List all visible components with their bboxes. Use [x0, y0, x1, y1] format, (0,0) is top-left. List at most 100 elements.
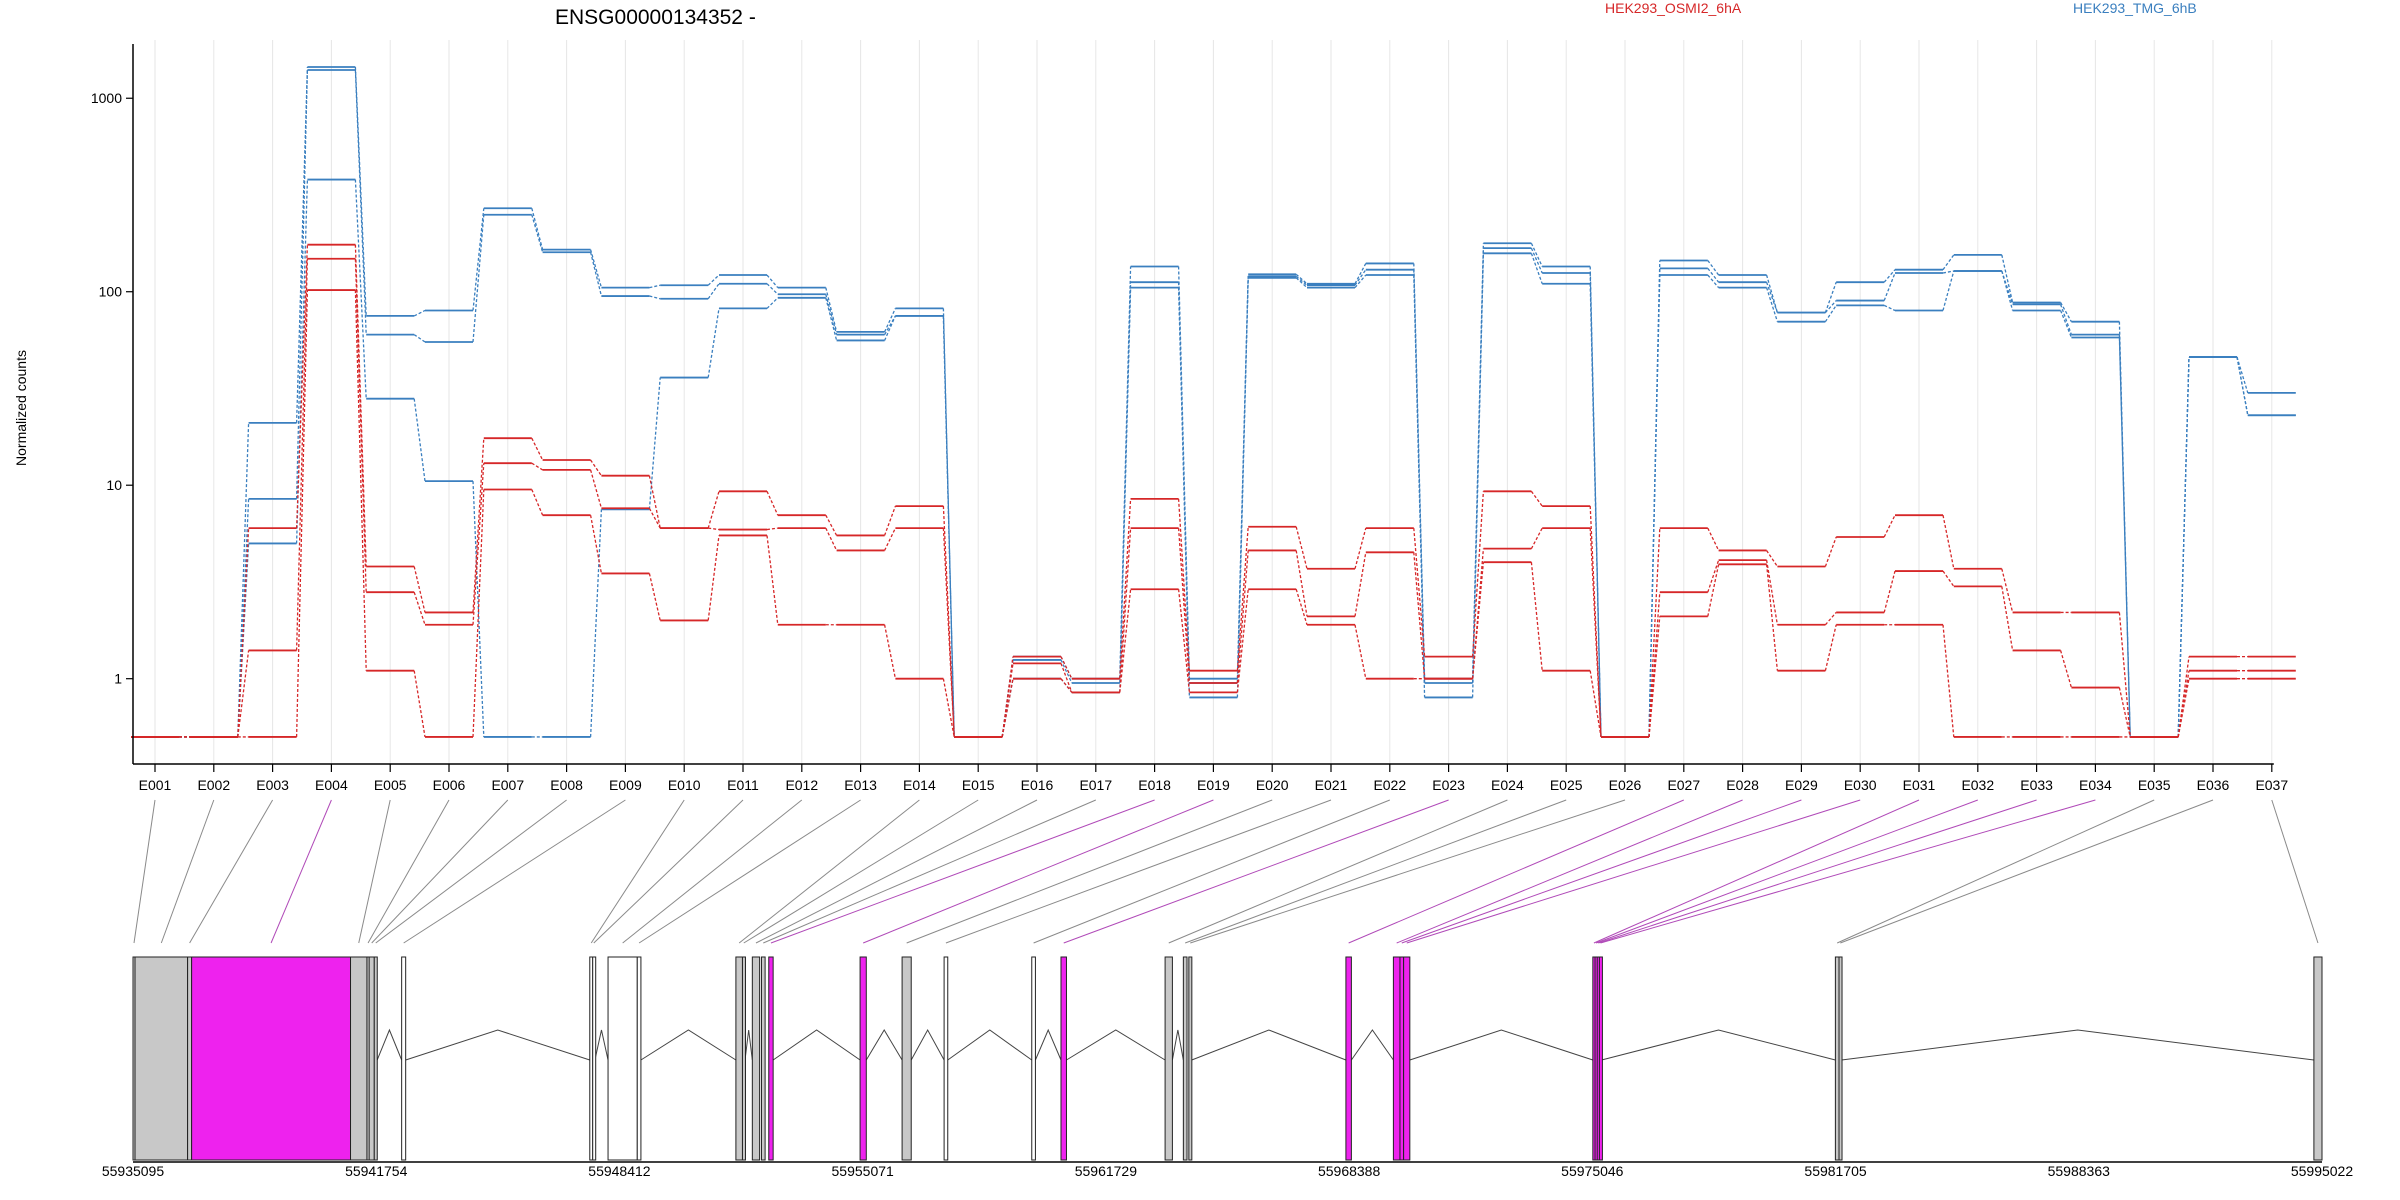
axes: 1 10 100 1000 E001 E002 E003 E004 E005 E006 E007 E0…: [91, 44, 2288, 793]
series-0-link-e030: [1883, 269, 1896, 283]
series-2-link-e017: [1119, 287, 1132, 693]
series-5-link-e024: [1530, 562, 1543, 671]
intron-e019: [865, 1029, 903, 1061]
connector-e003: [189, 799, 274, 944]
exon-box-e014: [735, 956, 743, 1161]
series-5-link-e026: [1648, 616, 1661, 737]
exon-box-e007: [368, 956, 375, 1161]
series-5-link-e027: [1707, 564, 1720, 617]
series-1-link-e028: [1765, 281, 1779, 313]
connector-e008: [375, 799, 567, 944]
series-3-link-e008: [590, 459, 602, 477]
series-4-link-e020: [1295, 550, 1308, 617]
series-3-link-e013: [883, 505, 897, 536]
connector-e027: [1348, 799, 1684, 944]
series-0-link-e004: [354, 66, 367, 316]
series-3-link-e027: [1707, 527, 1720, 551]
series-1-link-e008: [589, 252, 603, 297]
x-tick-label-e001: E001: [139, 777, 172, 793]
series-1-link-e016: [1060, 659, 1073, 684]
series-4-link-e006: [472, 463, 485, 625]
series-4-link-e030: [1883, 570, 1896, 613]
connector-e017: [763, 799, 1096, 944]
exon-connector-lines: [133, 799, 2319, 944]
legend-entry-osmi2: HEK293_OSMI2_6hA: [1605, 0, 1742, 16]
series-2-link-e021: [1354, 274, 1367, 289]
series-3-link-e011: [766, 491, 779, 516]
series-0-link-e036: [2236, 356, 2249, 394]
series-0-link-e011: [766, 274, 779, 289]
connector-e034: [1600, 799, 2096, 944]
series-2-link-e030: [1883, 304, 1896, 312]
series-layer: [131, 66, 2296, 738]
series-0-link-e032: [2001, 254, 2014, 303]
series-5-link-e009: [648, 573, 661, 621]
series-3-link-e032: [2001, 568, 2014, 613]
series-5-link-e029: [1824, 624, 1837, 671]
connector-e013: [638, 799, 861, 944]
genomic-tick-label-4: 55961729: [1075, 1163, 1138, 1179]
exon-box-e021: [943, 956, 949, 1161]
series-4-link-e007: [531, 462, 543, 471]
series-5-link-e025: [1589, 670, 1602, 738]
chart-title: ENSG00000134352 -: [555, 6, 756, 29]
series-3-link-e010: [707, 491, 720, 529]
series-5-link-e017: [1119, 589, 1132, 693]
connector-e007: [371, 799, 509, 944]
series-3-link-e005: [413, 566, 426, 613]
exon-box-e028: [1392, 956, 1401, 1161]
series-5-link-e035: [2177, 678, 2190, 738]
series-5-link-e016: [1060, 678, 1073, 693]
x-tick-label-e024: E024: [1491, 777, 1524, 793]
x-tick-label-e030: E030: [1844, 777, 1877, 793]
genomic-tick-label-5: 55968388: [1318, 1163, 1381, 1179]
series-0-link-e012: [825, 287, 838, 333]
series-1-link-e031: [1942, 270, 1954, 274]
series-1-link-e027: [1707, 267, 1720, 283]
series-1-link-e011: [766, 283, 779, 295]
exon-box-e023: [1060, 956, 1067, 1161]
connector-e012: [622, 799, 803, 944]
x-tick-label-e026: E026: [1609, 777, 1642, 793]
series-2-link-e022: [1413, 275, 1426, 698]
connector-e037: [2271, 799, 2319, 944]
series-3-link-e006: [472, 438, 485, 613]
series-2-link-e033: [2059, 310, 2073, 338]
series-4-link-e008: [589, 469, 603, 509]
y-tick-label-1000: 1000: [91, 90, 122, 106]
connector-e006: [367, 799, 450, 944]
connector-e028: [1396, 799, 1743, 944]
intron-e013: [640, 1029, 737, 1061]
series-4-link-e029: [1824, 612, 1837, 626]
series-0-link-e033: [2060, 302, 2072, 323]
series-4-link-e002: [237, 650, 250, 738]
series-4-link-e010: [708, 527, 720, 531]
x-tick-label-e016: E016: [1021, 777, 1054, 793]
intron-e024: [1171, 1029, 1184, 1061]
x-tick-label-e037: E037: [2255, 777, 2288, 793]
exon-box-e025: [1182, 956, 1188, 1161]
exon-box-e004: [191, 956, 352, 1161]
series-4-link-e031: [1942, 570, 1955, 587]
genomic-tick-label-3: 55955071: [832, 1163, 895, 1179]
series-4-link-e024: [1530, 527, 1543, 549]
series-2-link-e018: [1177, 287, 1191, 698]
series-2-link-e026: [1648, 275, 1661, 737]
y-tick-label-10: 10: [106, 477, 122, 493]
series-2-link-e005: [413, 398, 426, 482]
genomic-tick-label-1: 55941754: [345, 1163, 408, 1179]
series-3-link-e030: [1883, 514, 1896, 538]
series-1-link-e006: [472, 214, 485, 343]
connector-e004: [270, 799, 332, 944]
x-tick-label-e025: E025: [1550, 777, 1583, 793]
x-tick-label-e031: E031: [1903, 777, 1936, 793]
x-tick-label-e008: E008: [550, 777, 583, 793]
x-tick-label-e015: E015: [962, 777, 995, 793]
series-5-link-e021: [1354, 624, 1367, 679]
series-2-link-e034: [2118, 337, 2131, 737]
connector-e031: [1593, 799, 1920, 944]
exon-box-e012: [607, 956, 638, 1161]
x-tick-label-e035: E035: [2138, 777, 2171, 793]
x-tick-label-e010: E010: [668, 777, 701, 793]
intron-e026: [1191, 1029, 1347, 1061]
